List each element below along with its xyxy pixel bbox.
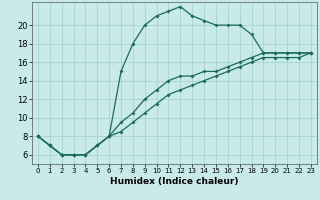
- X-axis label: Humidex (Indice chaleur): Humidex (Indice chaleur): [110, 177, 239, 186]
